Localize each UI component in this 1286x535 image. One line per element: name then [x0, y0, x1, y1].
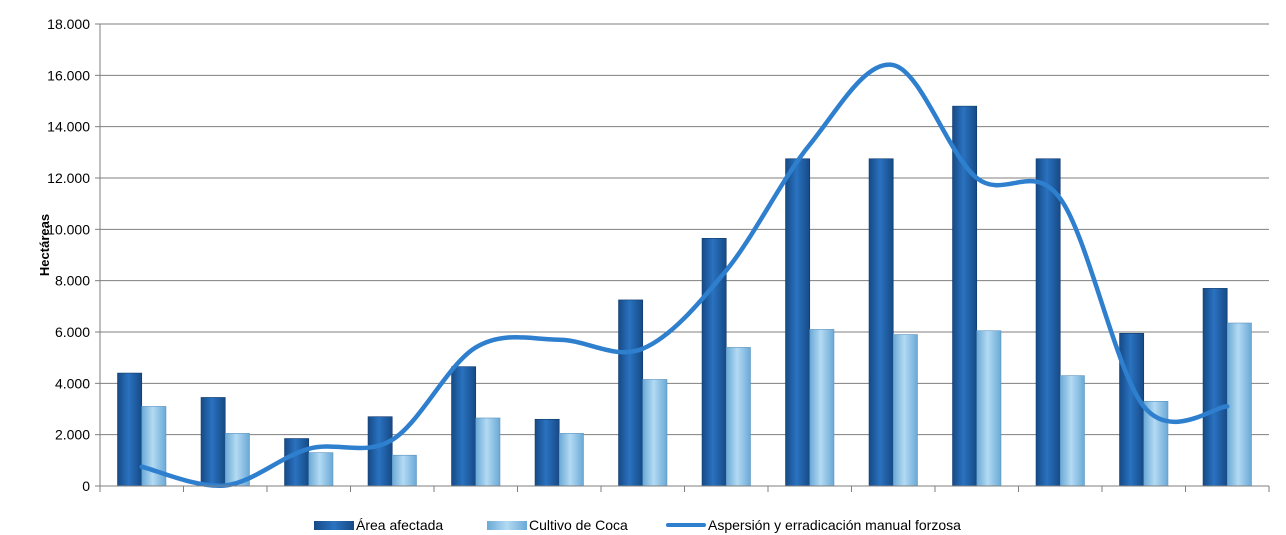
y-tick-label: 4.000 — [55, 375, 90, 391]
bar-area-afectada — [284, 438, 310, 487]
bar-cultivo-de-coca — [1059, 375, 1085, 487]
legend-label-area-afectada: Área afectada — [356, 517, 444, 533]
bar-cultivo-de-coca — [1143, 400, 1169, 487]
bar-cultivo-de-coca — [391, 454, 417, 487]
y-tick-label: 2.000 — [55, 427, 90, 443]
bar-cultivo-de-coca — [308, 452, 334, 487]
legend-label-cultivo-de-coca: Cultivo de Coca — [529, 517, 628, 533]
y-tick-label: 18.000 — [47, 16, 90, 32]
legend-label-aspersion: Aspersión y erradicación manual forzosa — [708, 517, 961, 533]
bar-cultivo-de-coca — [558, 433, 584, 487]
bar-area-afectada — [785, 158, 811, 487]
bar-area-afectada — [367, 416, 393, 487]
bar-cultivo-de-coca — [1226, 322, 1252, 487]
bars — [117, 105, 1252, 487]
legend-swatch-area-afectada — [314, 520, 354, 530]
y-tick-label: 8.000 — [55, 273, 90, 289]
legend-item-cultivo-de-coca: Cultivo de Coca — [487, 515, 628, 535]
line-series — [139, 62, 1230, 489]
bar-cultivo-de-coca — [809, 329, 835, 487]
legend-item-area-afectada: Área afectada — [314, 515, 443, 535]
line-aspersion — [139, 62, 1230, 489]
chart: 0 2.000 4.000 6.000 8.000 10.000 12.000 14.000 1… — [37, 16, 1270, 494]
bar-area-afectada — [1119, 332, 1145, 487]
legend-swatch-aspersion — [666, 523, 706, 527]
y-tick-label: 6.000 — [55, 324, 90, 340]
gridlines — [100, 23, 1269, 436]
bar-cultivo-de-coca — [642, 379, 668, 487]
y-tick-label: 14.000 — [47, 119, 90, 135]
y-axis-label: Hectáreas — [37, 214, 52, 276]
y-axis-ticks: 0 2.000 4.000 6.000 8.000 10.000 12.000 14.000 1… — [47, 16, 90, 494]
y-tick-label: 16.000 — [47, 67, 90, 83]
bar-area-afectada — [200, 397, 226, 487]
bar-cultivo-de-coca — [475, 417, 501, 487]
bar-area-afectada — [1035, 158, 1061, 487]
y-tick-label: 10.000 — [47, 221, 90, 237]
bar-cultivo-de-coca — [976, 330, 1002, 487]
bar-cultivo-de-coca — [892, 334, 918, 487]
legend-swatch-cultivo-de-coca — [487, 520, 527, 530]
y-tick-label: 12.000 — [47, 170, 90, 186]
legend-item-aspersion: Aspersión y erradicación manual forzosa — [666, 515, 961, 535]
legend: Área afectada Cultivo de Coca Aspersión … — [0, 515, 1286, 535]
bar-area-afectada — [1202, 288, 1228, 487]
bar-cultivo-de-coca — [725, 347, 751, 487]
bar-area-afectada — [618, 299, 644, 487]
bar-area-afectada — [451, 366, 477, 487]
bar-area-afectada — [868, 158, 894, 487]
bar-area-afectada — [117, 372, 143, 487]
y-tick-label: 0 — [82, 478, 90, 494]
axes — [95, 23, 1270, 492]
bar-area-afectada — [534, 418, 560, 487]
